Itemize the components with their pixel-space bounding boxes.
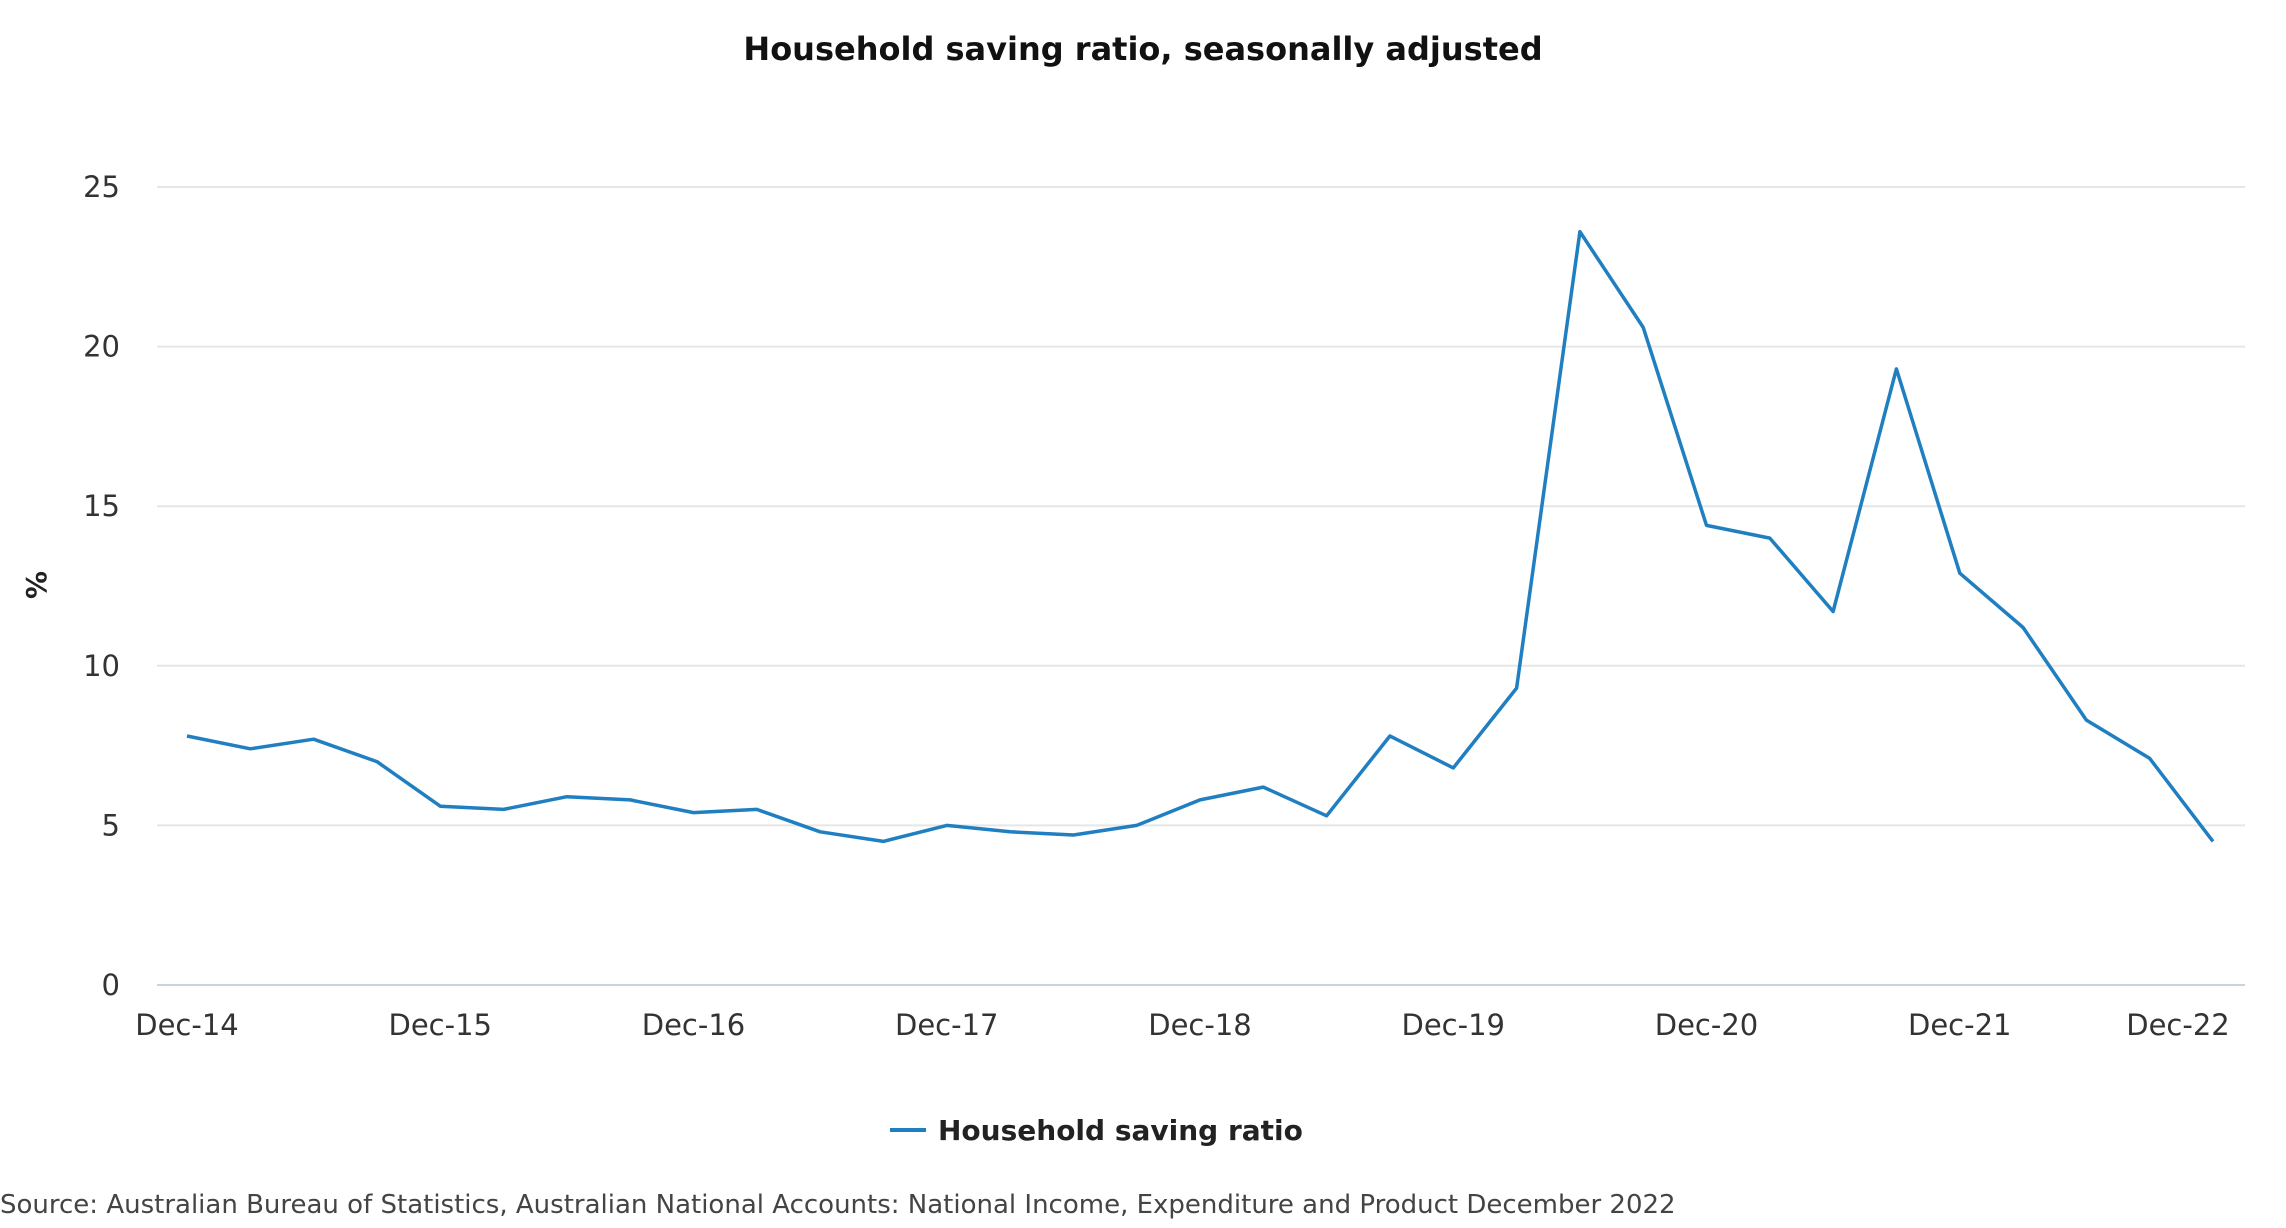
data-point[interactable] <box>1257 781 1269 793</box>
x-tick-label: Dec-15 <box>389 1008 492 1042</box>
data-point[interactable] <box>2207 835 2219 847</box>
data-point[interactable] <box>1954 567 1966 579</box>
y-axis-ticks: 0 5 10 15 20 25 <box>83 170 120 1002</box>
data-point[interactable] <box>814 826 826 838</box>
x-tick-label: Dec-18 <box>1148 1008 1251 1042</box>
data-point[interactable] <box>688 807 700 819</box>
x-tick-label: Dec-21 <box>1908 1008 2011 1042</box>
data-point[interactable] <box>561 791 573 803</box>
data-point[interactable] <box>1701 519 1713 531</box>
data-point[interactable] <box>308 733 320 745</box>
data-point[interactable] <box>434 800 446 812</box>
data-point[interactable] <box>1511 682 1523 694</box>
x-tick-label: Dec-22 <box>2126 1008 2229 1042</box>
x-axis-ticks: Dec-14 Dec-15 Dec-16 Dec-17 Dec-18 Dec-19 Dec-… <box>135 1008 2229 1042</box>
data-point[interactable] <box>244 743 256 755</box>
gridlines <box>157 186 2245 986</box>
data-point[interactable] <box>1637 321 1649 333</box>
data-point[interactable] <box>624 794 636 806</box>
data-point[interactable] <box>2080 714 2092 726</box>
data-point[interactable] <box>1574 226 1586 238</box>
y-tick-label: 25 <box>83 170 120 204</box>
data-point[interactable] <box>1384 730 1396 742</box>
data-point[interactable] <box>1447 762 1459 774</box>
data-point[interactable] <box>1004 826 1016 838</box>
x-tick-label: Dec-14 <box>135 1008 238 1042</box>
y-tick-label: 20 <box>83 330 120 364</box>
x-tick-label: Dec-17 <box>895 1008 998 1042</box>
x-tick-label: Dec-20 <box>1655 1008 1758 1042</box>
y-axis-label: % <box>20 571 53 599</box>
data-point[interactable] <box>1067 829 1079 841</box>
data-point[interactable] <box>1321 810 1333 822</box>
data-point[interactable] <box>1194 794 1206 806</box>
legend[interactable]: Household saving ratio <box>890 1114 1303 1147</box>
y-tick-label: 15 <box>83 489 120 523</box>
series-group <box>181 226 2219 847</box>
x-tick-label: Dec-19 <box>1402 1008 1505 1042</box>
y-tick-label: 0 <box>102 968 120 1002</box>
chart-title: Household saving ratio, seasonally adjus… <box>743 30 1542 68</box>
data-point[interactable] <box>371 756 383 768</box>
y-tick-label: 10 <box>83 649 120 683</box>
data-point[interactable] <box>1827 606 1839 618</box>
data-point[interactable] <box>181 730 193 742</box>
legend-label-household-saving-ratio: Household saving ratio <box>938 1114 1303 1147</box>
x-tick-label: Dec-16 <box>642 1008 745 1042</box>
data-point[interactable] <box>498 803 510 815</box>
y-tick-label: 5 <box>102 808 120 842</box>
data-point[interactable] <box>941 819 953 831</box>
data-point[interactable] <box>751 803 763 815</box>
data-point[interactable] <box>2144 752 2156 764</box>
data-point[interactable] <box>1131 819 1143 831</box>
source-note: Source: Australian Bureau of Statistics,… <box>0 1190 1676 1220</box>
data-point[interactable] <box>2017 621 2029 633</box>
data-point[interactable] <box>1764 532 1776 544</box>
data-point[interactable] <box>877 835 889 847</box>
data-point[interactable] <box>1890 363 1902 375</box>
series-line-household-saving-ratio[interactable] <box>186 229 2215 844</box>
